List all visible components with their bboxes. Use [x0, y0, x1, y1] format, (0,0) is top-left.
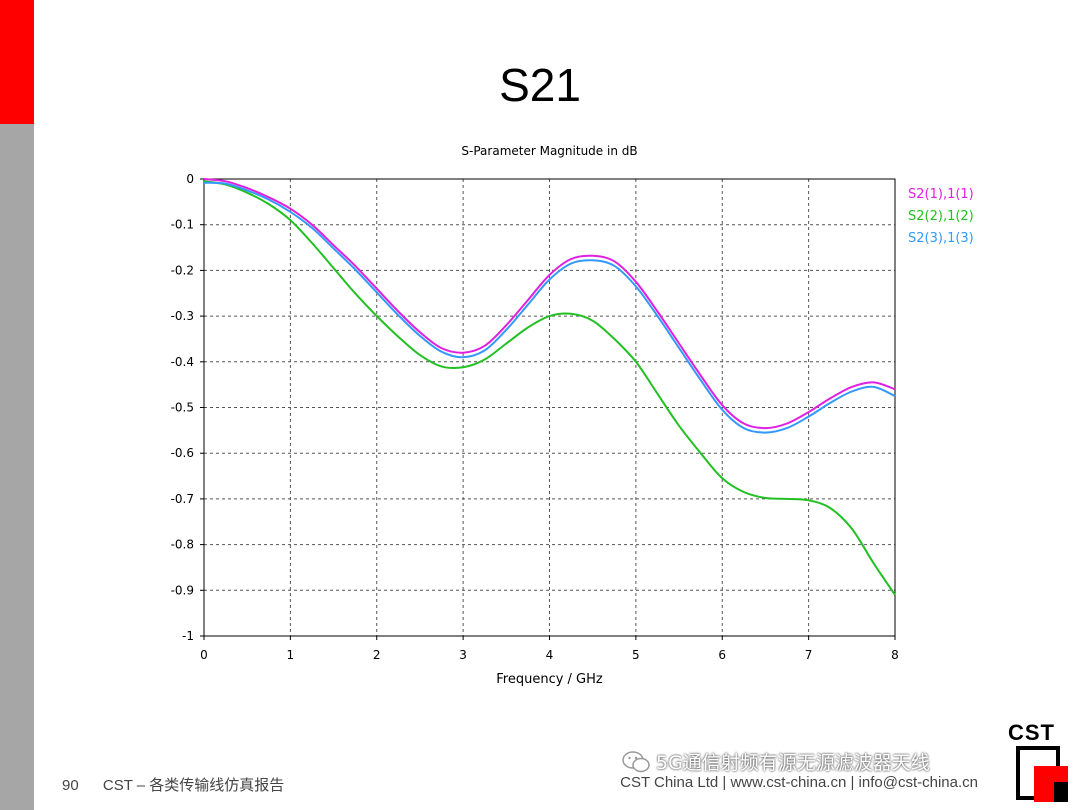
footer-left: 90 CST – 各类传输线仿真报告: [62, 774, 284, 795]
legend-entry-1: S2(1),1(1): [908, 187, 974, 202]
x-tick-label: 1: [287, 648, 295, 662]
series-line-2: [203, 180, 896, 596]
sidebar-bar: [0, 124, 34, 810]
y-tick-label: -0.8: [171, 538, 194, 552]
y-tick-label: -0.6: [171, 446, 194, 460]
y-tick-label: -0.1: [171, 218, 194, 232]
footer-right: CST China Ltd | www.cst-china.cn | info@…: [620, 774, 978, 791]
footer-title: CST – 各类传输线仿真报告: [102, 777, 285, 794]
cst-logo-icon: [1016, 746, 1068, 802]
logo-text: CST: [1008, 720, 1055, 745]
series-line-3: [203, 181, 896, 434]
y-tick-label: 0: [186, 172, 194, 186]
chart-title: S-Parameter Magnitude in dB: [461, 144, 637, 158]
watermark: 5G通信射频有源无源滤波器天线: [622, 748, 930, 775]
y-tick-label: -1: [182, 629, 194, 643]
series-line-1: [203, 178, 896, 430]
watermark-text: 5G通信射频有源无源滤波器天线: [656, 752, 930, 774]
x-tick-label: 7: [805, 648, 813, 662]
legend-entry-3: S2(3),1(3): [908, 231, 974, 246]
x-tick-label: 6: [718, 648, 726, 662]
x-tick-label: 8: [891, 648, 899, 662]
legend-entry-2: S2(2),1(2): [908, 209, 974, 224]
slide-title: S21: [499, 59, 581, 111]
y-tick-label: -0.2: [171, 263, 194, 277]
x-axis-label: Frequency / GHz: [496, 672, 603, 687]
x-tick-label: 4: [546, 648, 554, 662]
y-tick-label: -0.9: [171, 583, 194, 597]
page-number: 90: [62, 777, 79, 794]
y-tick-label: -0.3: [171, 309, 194, 323]
x-tick-label: 3: [459, 648, 467, 662]
x-tick-label: 0: [200, 648, 208, 662]
y-tick-label: -0.4: [171, 355, 194, 369]
plot-frame: [203, 178, 896, 637]
x-tick-label: 5: [632, 648, 640, 662]
accent-bar: [0, 0, 34, 124]
x-tick-label: 2: [373, 648, 381, 662]
wechat-icon: [622, 750, 650, 772]
y-tick-label: -0.5: [171, 401, 194, 415]
y-tick-label: -0.7: [171, 492, 194, 506]
